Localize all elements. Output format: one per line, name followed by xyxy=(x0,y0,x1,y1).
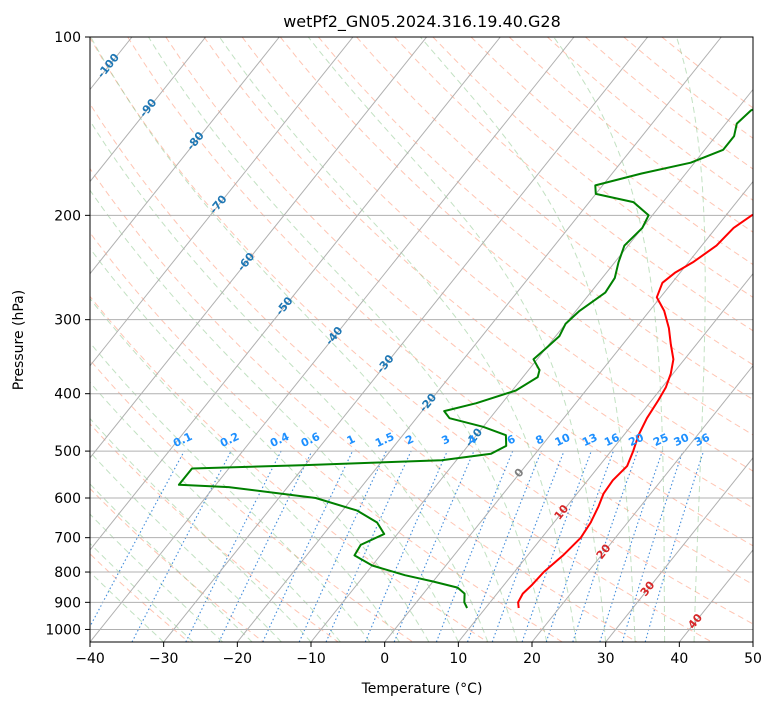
dry-adiabat xyxy=(127,37,753,586)
isotherm xyxy=(90,37,501,551)
moist-adiabat xyxy=(90,189,459,642)
mixing-ratio-label: 36 xyxy=(692,431,712,449)
y-tick-label: 300 xyxy=(54,313,81,329)
dry-adiabat xyxy=(90,487,264,642)
moist-adiabat xyxy=(90,119,489,642)
mixing-ratio-line xyxy=(621,450,684,642)
dry-adiabat xyxy=(90,37,753,625)
moist-adiabat xyxy=(553,37,666,642)
moist-adiabat xyxy=(676,37,706,642)
moist-adiabat xyxy=(420,37,636,642)
moist-adiabat xyxy=(307,37,607,642)
mixing-ratio-line xyxy=(545,450,614,642)
dry-adiabat xyxy=(90,231,563,642)
mixing-ratio-line xyxy=(599,450,663,642)
dry-adiabat xyxy=(90,103,712,642)
y-tick-label: 100 xyxy=(54,30,81,46)
isotherm xyxy=(163,37,649,642)
sounding-profiles xyxy=(177,108,753,609)
mixing-ratio-line xyxy=(364,450,448,642)
x-tick-label: 40 xyxy=(670,651,688,667)
y-tick-label: 600 xyxy=(54,491,81,507)
moist-adiabat xyxy=(90,513,223,642)
isotherm xyxy=(531,364,753,642)
x-tick-label: 0 xyxy=(380,651,389,667)
mixing-ratio-line xyxy=(572,450,639,642)
moist-adiabat xyxy=(90,451,282,642)
moist-adiabat xyxy=(90,571,165,642)
y-tick-label: 700 xyxy=(54,531,81,547)
moist-adiabat xyxy=(90,542,194,642)
dry-adiabat xyxy=(394,37,753,332)
mixing-ratio-label: 25 xyxy=(651,431,670,449)
x-tick-label: 20 xyxy=(523,651,541,667)
mixing-ratio-line xyxy=(491,450,565,642)
y-tick-label: 400 xyxy=(54,387,81,403)
mixing-ratio-line xyxy=(466,450,542,642)
y-tick-label: 200 xyxy=(54,208,81,224)
mixing-ratio-line xyxy=(185,450,282,642)
isotherm xyxy=(90,37,207,183)
x-tick-label: −20 xyxy=(223,651,253,667)
x-tick-label: −30 xyxy=(149,651,179,667)
mixing-ratio-line xyxy=(325,450,412,642)
mixing-ratio-line xyxy=(521,450,592,642)
pressure-gridlines xyxy=(90,37,753,630)
mixing-ratio-label: 13 xyxy=(580,431,599,449)
y-axis: 100 200 300 400 500 600 700 800 900 1000 xyxy=(45,30,90,638)
dry-adiabat xyxy=(432,37,753,298)
x-tick-label: 30 xyxy=(597,651,615,667)
isotherm xyxy=(90,37,575,642)
moist-adiabat xyxy=(90,297,400,642)
isotherm xyxy=(90,37,280,275)
y-axis-label: Pressure (hPa) xyxy=(11,290,27,390)
dry-adiabat xyxy=(241,37,753,472)
isotherm xyxy=(310,88,753,642)
chart-title: wetPf2_GN05.2024.316.19.40.G28 xyxy=(283,12,561,32)
mixing-ratio-label: 16 xyxy=(602,431,622,449)
temperature-profile xyxy=(517,213,753,609)
x-tick-label: −10 xyxy=(296,651,326,667)
x-tick-label: −40 xyxy=(75,651,105,667)
moist-adiabat xyxy=(90,37,518,642)
y-tick-label: 1000 xyxy=(45,622,81,638)
isotherm xyxy=(236,37,722,642)
x-axis: −40 −30 −20 −10 0 10 20 30 40 50 xyxy=(75,642,762,667)
isotherm xyxy=(90,37,354,367)
mixing-ratio-line xyxy=(90,450,185,628)
mixing-ratio-label: 10 xyxy=(553,431,573,449)
isotherm xyxy=(457,272,753,642)
background-lines xyxy=(90,37,753,642)
x-tick-label: 10 xyxy=(449,651,467,667)
moist-adiabat xyxy=(219,37,577,642)
y-tick-label: 800 xyxy=(54,565,81,581)
x-tick-label: 50 xyxy=(744,651,762,667)
dry-adiabat xyxy=(90,423,339,642)
moist-adiabat xyxy=(90,483,253,642)
dewpoint-profile xyxy=(177,108,753,609)
mixing-ratio-label: 20 xyxy=(626,431,646,449)
dry-adiabat xyxy=(90,167,638,642)
y-tick-label: 500 xyxy=(54,444,81,460)
isotherm xyxy=(384,180,753,642)
x-axis-label: Temperature (°C) xyxy=(361,681,483,697)
dry-adiabat xyxy=(203,37,753,509)
isotherm xyxy=(605,457,753,642)
plot-frame xyxy=(89,36,754,643)
mixing-ratio-line xyxy=(435,450,514,642)
dry-adiabat xyxy=(90,295,488,642)
y-tick-label: 900 xyxy=(54,595,81,611)
isotherm xyxy=(90,37,428,459)
mixing-ratio-label: 30 xyxy=(672,431,692,449)
